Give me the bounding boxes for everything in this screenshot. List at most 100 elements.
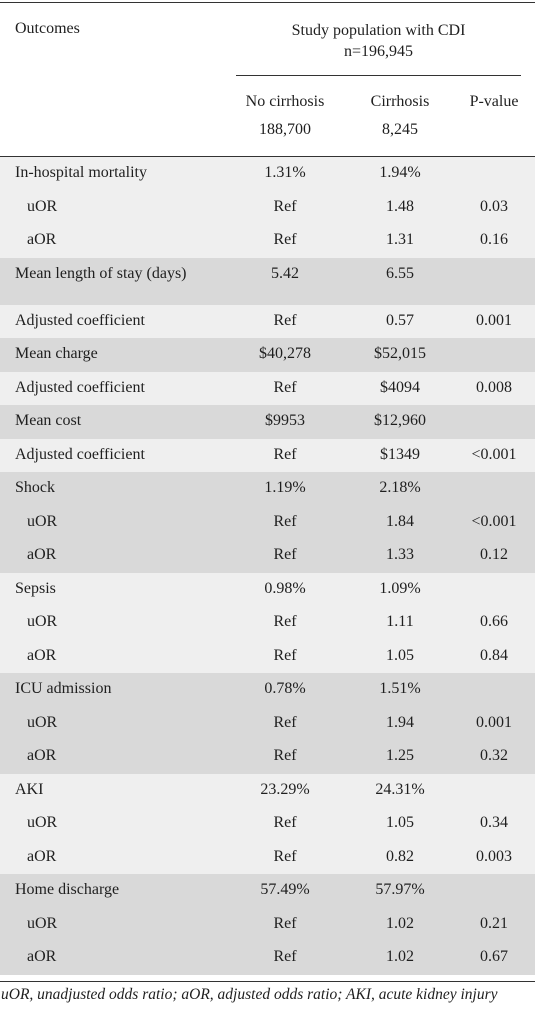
- no-cirrhosis-value: Ref: [273, 814, 297, 831]
- row-label: aOR: [27, 231, 57, 248]
- no-cirrhosis-value: Ref: [273, 445, 297, 463]
- table-row: Mean charge $40,278 $52,015: [0, 338, 535, 372]
- no-cirrhosis-value: Ref: [273, 546, 297, 563]
- table-row: uOR Ref 1.02 0.21: [0, 907, 535, 941]
- table-header: Outcomes Study population with CDI n=196…: [0, 3, 535, 157]
- table-body: In-hospital mortality 1.31% 1.94% uOR Ref 1.4…: [0, 157, 535, 975]
- no-cirrhosis-value: $9953: [265, 412, 305, 429]
- table-row: Home discharge 57.49% 57.97%: [0, 874, 535, 908]
- cirrhosis-value: 57.97%: [375, 881, 425, 898]
- p-value: 0.03: [480, 197, 508, 215]
- row-label: Mean length of stay (days): [15, 264, 187, 282]
- table-row: AKI 23.29% 24.31%: [0, 773, 535, 807]
- cirrhosis-value: 1.05: [386, 814, 414, 831]
- p-value: 0.34: [480, 814, 508, 831]
- bottom-rule: [0, 981, 535, 982]
- table-row: aOR Ref 1.25 0.32: [0, 740, 535, 774]
- no-cirrhosis-value: $40,278: [259, 345, 311, 362]
- cirrhosis-value: 2.18%: [379, 479, 421, 496]
- no-cirrhosis-value: Ref: [273, 197, 297, 215]
- cirrhosis-value: 6.55: [386, 264, 414, 282]
- cirrhosis-value: 1.25: [386, 747, 414, 764]
- table-row: uOR Ref 1.48 0.03: [0, 190, 535, 224]
- cirrhosis-value: 1.94%: [379, 164, 421, 181]
- no-cirrhosis-value: 5.42: [271, 264, 299, 282]
- no-cirrhosis-value: Ref: [273, 311, 297, 329]
- no-cirrhosis-value: 1.31%: [264, 164, 306, 181]
- table-row: uOR Ref 1.94 0.001: [0, 706, 535, 740]
- no-cirrhosis-value: 57.49%: [260, 881, 310, 898]
- cirrhosis-n: 8,245: [382, 121, 418, 138]
- cirrhosis-value: 1.51%: [379, 680, 421, 697]
- no-cirrhosis-value: 0.78%: [264, 680, 306, 697]
- p-value: 0.21: [480, 914, 508, 932]
- row-label: uOR: [27, 613, 58, 630]
- table-row: aOR Ref 1.02 0.67: [0, 941, 535, 975]
- no-cirrhosis-value: Ref: [273, 613, 297, 630]
- table-row: Mean length of stay (days) 5.42 6.55: [0, 257, 535, 305]
- cirrhosis-value: 1.11: [386, 613, 414, 630]
- table-row: uOR Ref 1.84 <0.001: [0, 505, 535, 539]
- cirrhosis-value: $4094: [380, 378, 420, 396]
- study-population-header: Study population with CDI n=196,945: [236, 20, 521, 62]
- cirrhosis-value: 1.02: [386, 948, 414, 965]
- row-label: aOR: [27, 646, 57, 664]
- cirrhosis-title: Cirrhosis: [370, 93, 430, 110]
- header-rule: [0, 156, 535, 157]
- row-label: aOR: [27, 747, 57, 764]
- cirrhosis-value: 1.02: [386, 914, 414, 932]
- cirrhosis-value: 1.84: [386, 512, 414, 530]
- no-cirrhosis-value: Ref: [273, 231, 297, 248]
- table-row: aOR Ref 1.05 0.84: [0, 639, 535, 673]
- table-row: uOR Ref 1.05 0.34: [0, 807, 535, 841]
- row-label: Home discharge: [15, 881, 120, 898]
- no-cirrhosis-value: Ref: [273, 747, 297, 764]
- table-row: Mean cost $9953 $12,960: [0, 405, 535, 439]
- cirrhosis-value: $52,015: [374, 345, 426, 362]
- cirrhosis-value: 0.57: [386, 311, 414, 329]
- table-row: aOR Ref 0.82 0.003: [0, 840, 535, 874]
- cirrhosis-header: Cirrhosis 8,245: [345, 88, 455, 144]
- p-value: <0.001: [471, 512, 517, 530]
- row-label: ICU admission: [15, 680, 112, 697]
- row-label: Mean charge: [15, 345, 98, 362]
- cirrhosis-value: $12,960: [374, 412, 426, 429]
- table-row: aOR Ref 1.31 0.16: [0, 224, 535, 258]
- row-label: Adjusted coefficient: [15, 311, 145, 329]
- row-label: Mean cost: [15, 412, 82, 429]
- row-label: aOR: [27, 948, 57, 965]
- row-label: uOR: [27, 713, 58, 731]
- table-row: Shock 1.19% 2.18%: [0, 472, 535, 506]
- row-label: Adjusted coefficient: [15, 378, 145, 396]
- no-cirrhosis-value: Ref: [273, 378, 297, 396]
- no-cirrhosis-value: Ref: [273, 646, 297, 664]
- p-value: 0.003: [476, 847, 512, 865]
- p-value: 0.67: [480, 948, 508, 965]
- cirrhosis-value: 1.33: [386, 546, 414, 563]
- table-row: In-hospital mortality 1.31% 1.94%: [0, 157, 535, 191]
- outcomes-header: Outcomes: [15, 20, 80, 37]
- p-value-title: P-value: [469, 93, 519, 110]
- row-label: AKI: [15, 780, 44, 798]
- row-label: In-hospital mortality: [15, 164, 147, 181]
- row-label: uOR: [27, 814, 58, 831]
- row-label: uOR: [27, 512, 58, 530]
- study-population-title: Study population with CDI: [291, 22, 466, 39]
- table-row: aOR Ref 1.33 0.12: [0, 539, 535, 573]
- row-label: Adjusted coefficient: [15, 445, 145, 463]
- row-label: uOR: [27, 197, 58, 215]
- table-row: uOR Ref 1.11 0.66: [0, 606, 535, 640]
- cirrhosis-value: 1.94: [386, 713, 414, 731]
- p-value: 0.16: [480, 231, 508, 248]
- p-value: 0.84: [480, 646, 508, 664]
- table-row: Adjusted coefficient Ref $4094 0.008: [0, 371, 535, 405]
- cirrhosis-value: 1.48: [386, 197, 414, 215]
- p-value: 0.66: [480, 613, 508, 630]
- table-row: Adjusted coefficient Ref $1349 <0.001: [0, 438, 535, 472]
- no-cirrhosis-title: No cirrhosis: [245, 93, 325, 110]
- p-value: 0.32: [480, 747, 508, 764]
- p-value-header: P-value: [460, 88, 528, 116]
- cirrhosis-value: 1.05: [386, 646, 414, 664]
- table-footnote: uOR, unadjusted odds ratio; aOR, adjuste…: [1, 986, 498, 1003]
